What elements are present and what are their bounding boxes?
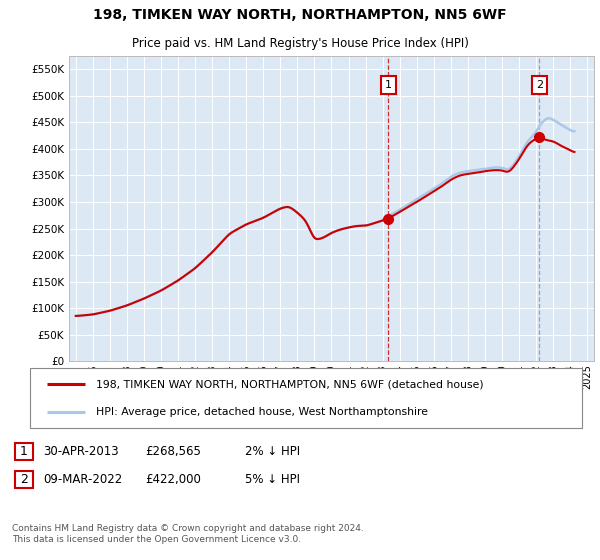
Text: Contains HM Land Registry data © Crown copyright and database right 2024.
This d: Contains HM Land Registry data © Crown c… xyxy=(12,524,364,544)
Text: £268,565: £268,565 xyxy=(145,445,201,458)
Text: 198, TIMKEN WAY NORTH, NORTHAMPTON, NN5 6WF: 198, TIMKEN WAY NORTH, NORTHAMPTON, NN5 … xyxy=(93,8,507,22)
Text: 2: 2 xyxy=(536,80,543,90)
Text: 2% ↓ HPI: 2% ↓ HPI xyxy=(245,445,300,458)
Text: Price paid vs. HM Land Registry's House Price Index (HPI): Price paid vs. HM Land Registry's House … xyxy=(131,37,469,50)
Text: HPI: Average price, detached house, West Northamptonshire: HPI: Average price, detached house, West… xyxy=(96,407,428,417)
Text: 09-MAR-2022: 09-MAR-2022 xyxy=(43,473,122,486)
Bar xyxy=(15,443,33,460)
FancyBboxPatch shape xyxy=(30,368,582,428)
Text: 1: 1 xyxy=(385,80,392,90)
Text: 198, TIMKEN WAY NORTH, NORTHAMPTON, NN5 6WF (detached house): 198, TIMKEN WAY NORTH, NORTHAMPTON, NN5 … xyxy=(96,379,484,389)
Text: 5% ↓ HPI: 5% ↓ HPI xyxy=(245,473,300,486)
Text: 2: 2 xyxy=(20,473,28,486)
Text: £422,000: £422,000 xyxy=(145,473,201,486)
Bar xyxy=(15,471,33,488)
Text: 1: 1 xyxy=(20,445,28,458)
Text: 30-APR-2013: 30-APR-2013 xyxy=(43,445,119,458)
